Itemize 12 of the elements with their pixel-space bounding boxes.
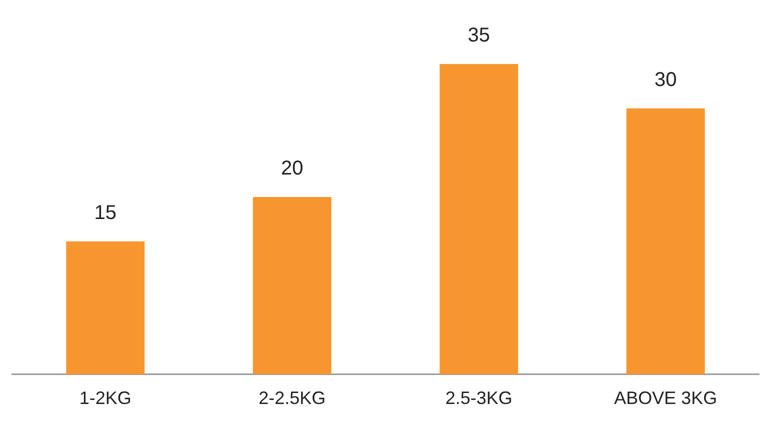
bar bbox=[440, 64, 518, 374]
data-label: 30 bbox=[654, 68, 677, 91]
bar bbox=[66, 241, 145, 374]
x-tick-label: 2-2.5KG bbox=[258, 388, 326, 408]
x-tick-label: 2.5-3KG bbox=[445, 388, 512, 408]
data-label: 35 bbox=[468, 24, 490, 47]
data-label: 15 bbox=[94, 202, 116, 224]
bar bbox=[626, 108, 705, 374]
bar bbox=[252, 197, 332, 374]
x-tick-label: 1-2KG bbox=[79, 388, 132, 408]
x-tick-label: ABOVE 3KG bbox=[614, 388, 718, 408]
data-label: 20 bbox=[281, 158, 304, 180]
